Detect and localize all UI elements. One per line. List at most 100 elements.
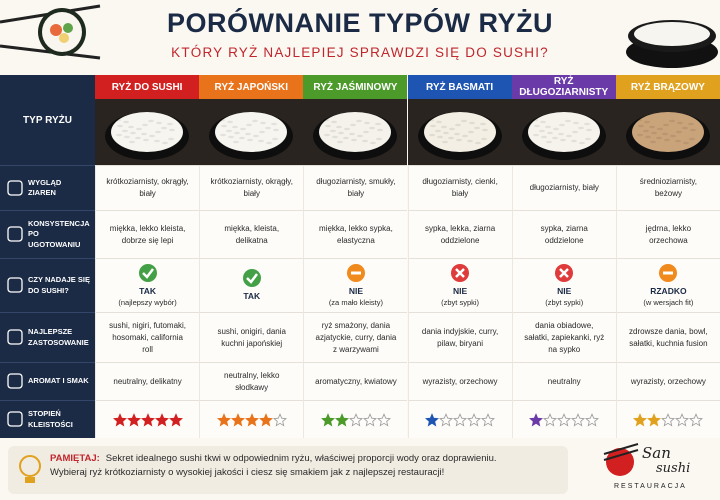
verdict: NIE	[348, 285, 363, 296]
verdict-note: (w wersjach fit)	[643, 298, 694, 308]
grain	[259, 130, 266, 134]
grain	[436, 135, 443, 139]
grain	[644, 135, 651, 139]
table-cell	[511, 400, 616, 438]
grain	[676, 121, 683, 125]
grain	[143, 138, 150, 142]
grain	[681, 126, 688, 130]
grain	[337, 140, 344, 144]
grain	[578, 141, 585, 145]
star-rating	[529, 412, 600, 426]
star-empty	[348, 412, 363, 426]
grain	[557, 132, 564, 136]
grain	[246, 123, 253, 127]
grain	[331, 120, 338, 124]
rice	[215, 112, 288, 152]
rice-bowl	[417, 112, 502, 160]
rice	[527, 112, 600, 152]
footer-text: PAMIĘTAJ: Sekret idealnego sushi tkwi w o…	[50, 452, 520, 481]
star-empty	[557, 412, 572, 426]
row-icon	[7, 411, 23, 427]
grain	[234, 131, 241, 135]
grain	[377, 128, 384, 132]
verdict-icon	[346, 263, 365, 282]
table-cell	[95, 400, 200, 438]
table-cell: NIE (zbyt sypki)	[407, 258, 512, 312]
grain	[357, 134, 364, 138]
table-cell: długoziarnisty, smukły, biały	[303, 165, 408, 210]
grain	[663, 138, 670, 142]
grain	[571, 130, 578, 134]
grain	[455, 138, 462, 142]
star-empty	[272, 412, 287, 426]
grain	[161, 126, 168, 130]
grain	[642, 129, 649, 133]
column-header: RYŻ BRĄZOWY	[615, 75, 720, 99]
star-filled	[320, 412, 335, 426]
grain	[467, 130, 474, 134]
grain	[375, 122, 382, 126]
grain	[336, 125, 343, 129]
verdict-icon	[451, 263, 470, 282]
table-cell: sypka, lekka, ziarna oddzielone	[407, 210, 512, 258]
grain	[668, 119, 675, 123]
grain	[643, 120, 650, 124]
grain	[252, 119, 259, 123]
grain	[539, 120, 546, 124]
grain	[447, 136, 454, 140]
verdict-icon	[138, 263, 157, 282]
rice-bowl	[105, 112, 190, 160]
row-icon-shape	[7, 411, 23, 427]
grain	[344, 127, 351, 131]
footer-lead: PAMIĘTAJ:	[50, 453, 100, 464]
grain	[468, 121, 475, 125]
table-cell: miękka, lekko sypka, elastyczna	[303, 210, 408, 258]
check	[245, 273, 258, 285]
star-rating	[112, 412, 183, 426]
star-empty	[376, 412, 391, 426]
sushi-illustration	[0, 4, 101, 60]
grain	[546, 131, 553, 135]
grain	[545, 140, 552, 144]
grain	[122, 129, 129, 133]
verdict: TAK	[139, 285, 156, 296]
verdict-note: (zbyt sypki)	[545, 298, 584, 308]
rice-image-cell	[615, 99, 720, 165]
grain	[474, 141, 481, 145]
table-cell: RZADKO (w wersjach fit)	[615, 258, 720, 312]
grain	[661, 132, 668, 136]
check	[141, 267, 154, 279]
grain	[258, 139, 265, 143]
grain	[533, 124, 540, 128]
column-header: RYŻ BASMATI	[407, 75, 512, 99]
column-header: RYŻ JAŚMINOWY	[303, 75, 408, 99]
grain	[531, 118, 538, 122]
grain	[688, 137, 695, 141]
grain	[247, 138, 254, 142]
star-filled	[244, 412, 259, 426]
grain	[583, 122, 590, 126]
grain	[559, 138, 566, 142]
star-empty	[689, 412, 704, 426]
table-cell: długoziarnisty, cienki, biały	[407, 165, 512, 210]
table-cell: dania obiadowe, sałatki, zapiekanki, ryż…	[511, 312, 616, 362]
logo-line2: sushi	[656, 461, 691, 476]
star-empty	[585, 412, 600, 426]
grain	[115, 118, 122, 122]
star-filled	[154, 412, 169, 426]
grain	[440, 125, 447, 129]
grain	[117, 124, 124, 128]
grain	[585, 128, 592, 132]
table-cell	[199, 400, 304, 438]
row-label: AROMAT I SMAK	[0, 362, 95, 400]
rice-image-cell	[303, 99, 408, 165]
grain	[442, 131, 449, 135]
grain	[552, 127, 559, 131]
grain	[370, 141, 377, 145]
table-cell	[303, 400, 408, 438]
grain	[343, 136, 350, 140]
table-cell: neutralny, delikatny	[95, 362, 200, 400]
verdict-icon	[659, 263, 678, 282]
grain	[434, 129, 441, 133]
table-cell: miękka, lekko kleista, dobrze się lepi	[95, 210, 200, 258]
